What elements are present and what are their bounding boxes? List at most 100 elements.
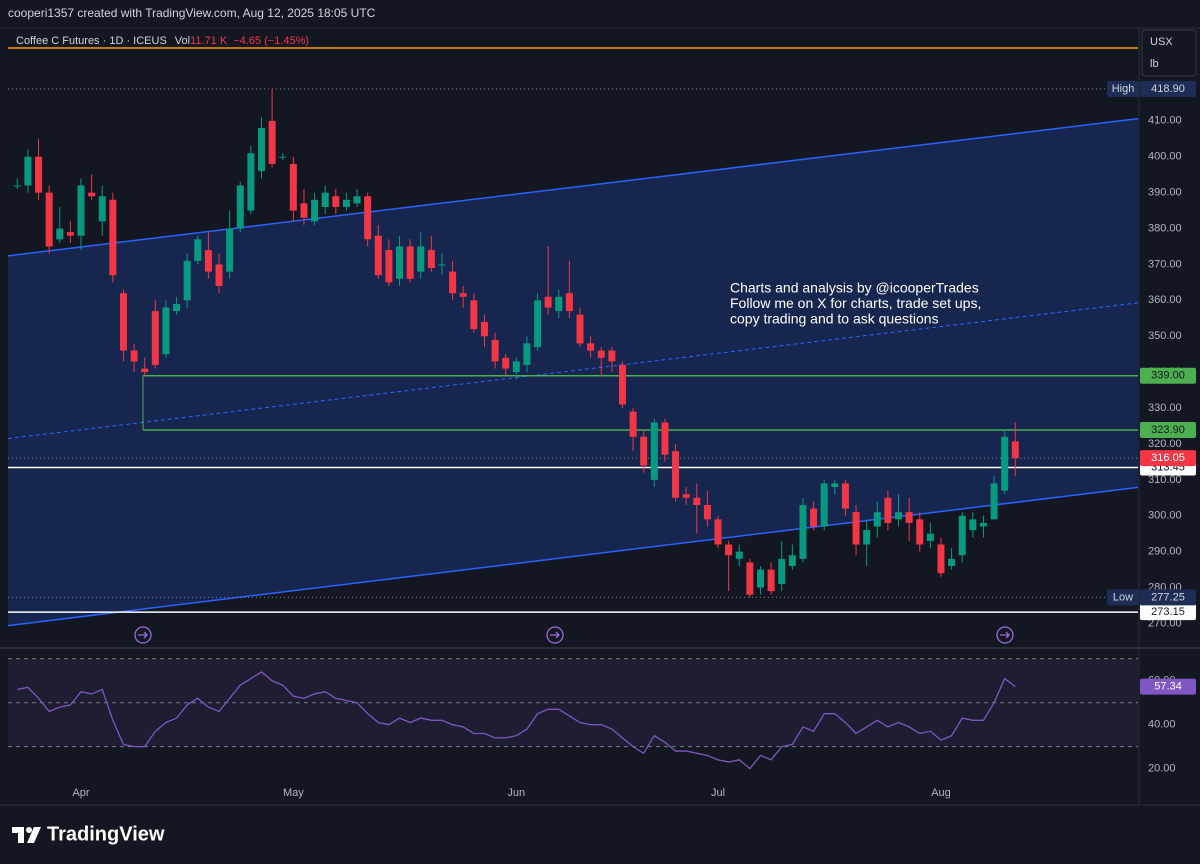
- candle-body: [852, 512, 860, 545]
- annotation: Follow me on X for charts, trade set ups…: [730, 295, 981, 311]
- candle-body: [289, 163, 297, 211]
- change: −4.65 (−1.45%): [233, 35, 309, 47]
- y-tick-label: 300.00: [1148, 510, 1182, 522]
- candle-body: [24, 156, 32, 186]
- candle-body: [948, 558, 956, 567]
- candle-body: [480, 321, 488, 337]
- candle-body: [257, 128, 265, 172]
- candle-body: [587, 343, 595, 351]
- candle-body: [576, 314, 584, 344]
- volume-label: Vol: [175, 35, 190, 47]
- y-tick-label: 410.00: [1148, 115, 1182, 127]
- candle-body: [332, 196, 340, 207]
- price-label-box: [1140, 450, 1196, 467]
- candle-body: [650, 422, 658, 480]
- price-label-box: [1140, 421, 1196, 438]
- candle-body: [555, 296, 563, 312]
- event-icon-arrow: [1000, 631, 1010, 639]
- candle-body: [937, 544, 945, 574]
- candle-body: [788, 555, 796, 567]
- candle-body: [544, 296, 552, 308]
- y-tick-label: 390.00: [1148, 187, 1182, 199]
- price-label: Low: [1113, 591, 1133, 603]
- candle-body: [990, 483, 998, 520]
- candle-body: [1011, 441, 1019, 459]
- candle-body: [502, 357, 510, 369]
- candle-body: [693, 497, 701, 505]
- candle-body: [396, 246, 404, 279]
- candle-body: [863, 530, 871, 545]
- rsi-tick-label: 20.00: [1148, 763, 1176, 775]
- x-tick-label: Apr: [72, 787, 89, 799]
- candle-body: [565, 293, 573, 312]
- y-tick-label: 360.00: [1148, 294, 1182, 306]
- candle-body: [183, 260, 191, 301]
- candle-body: [77, 185, 85, 236]
- candle-body: [353, 196, 361, 204]
- y-tick-label: 270.00: [1148, 617, 1182, 629]
- x-tick-label: Jul: [711, 787, 725, 799]
- volume: 11.71 K: [190, 35, 228, 47]
- rsi-band-fill: [8, 658, 1138, 747]
- candle-body: [661, 422, 669, 455]
- channel-fill: [8, 118, 1138, 626]
- caption: cooperi1357 created with TradingView.com…: [8, 6, 376, 20]
- price-label-box: [1140, 678, 1196, 695]
- candle-body: [714, 519, 722, 545]
- candle-body: [778, 558, 786, 584]
- price-label-box: [1140, 604, 1196, 621]
- candle-body: [194, 239, 202, 261]
- price-label: 339.00: [1151, 370, 1185, 382]
- event-icon[interactable]: [546, 626, 564, 644]
- candle-body: [895, 512, 903, 520]
- candle-body: [162, 307, 170, 355]
- candle-body: [459, 293, 467, 297]
- candle-body: [799, 504, 807, 559]
- price-label: 418.90: [1151, 83, 1185, 95]
- plot: 270.00280.00290.00300.00310.00320.00330.…: [7, 80, 1196, 799]
- candle-body: [873, 512, 881, 527]
- candle-body: [703, 504, 711, 520]
- candle-body: [449, 271, 457, 294]
- candle-body: [491, 339, 499, 362]
- y-tick-label: 310.00: [1148, 474, 1182, 486]
- candle-body: [905, 512, 913, 523]
- price-label-box: [1140, 589, 1196, 606]
- candle-body: [374, 235, 382, 276]
- candle-body: [98, 196, 106, 222]
- event-icon-arrow: [550, 631, 560, 639]
- y-tick-label: 350.00: [1148, 330, 1182, 342]
- candle-body: [534, 300, 542, 348]
- brand-logo: [12, 827, 41, 843]
- candle-body: [629, 411, 637, 437]
- candle-body: [841, 483, 849, 509]
- candle-body: [268, 120, 276, 164]
- candle-body: [746, 562, 754, 595]
- candle-body: [735, 551, 743, 559]
- event-icon[interactable]: [996, 626, 1014, 644]
- event-icon[interactable]: [134, 626, 152, 644]
- candle-body: [756, 569, 764, 588]
- x-tick-label: May: [283, 787, 304, 799]
- candle-body: [151, 311, 159, 365]
- symbol-line: Coffee C Futures · 1D · ICEUS Vol11.71 K −…: [16, 35, 309, 47]
- y-tick-label: 330.00: [1148, 402, 1182, 414]
- candle-body: [682, 494, 690, 498]
- currency-box: [1141, 29, 1197, 77]
- candle-body: [438, 264, 446, 266]
- logo-mark: [26, 827, 32, 833]
- price-label: 316.05: [1151, 452, 1185, 464]
- candle-body: [215, 264, 223, 286]
- candle-body: [470, 300, 478, 330]
- candle-body: [1001, 436, 1009, 491]
- candle-body: [279, 156, 287, 158]
- logo-mark: [27, 827, 41, 843]
- candle-body: [226, 228, 234, 272]
- candle-body: [321, 192, 329, 207]
- candle-body: [13, 185, 21, 187]
- candle-body: [236, 185, 244, 229]
- candle-body: [342, 199, 350, 207]
- candle-body: [119, 293, 127, 351]
- candle-body: [831, 483, 839, 488]
